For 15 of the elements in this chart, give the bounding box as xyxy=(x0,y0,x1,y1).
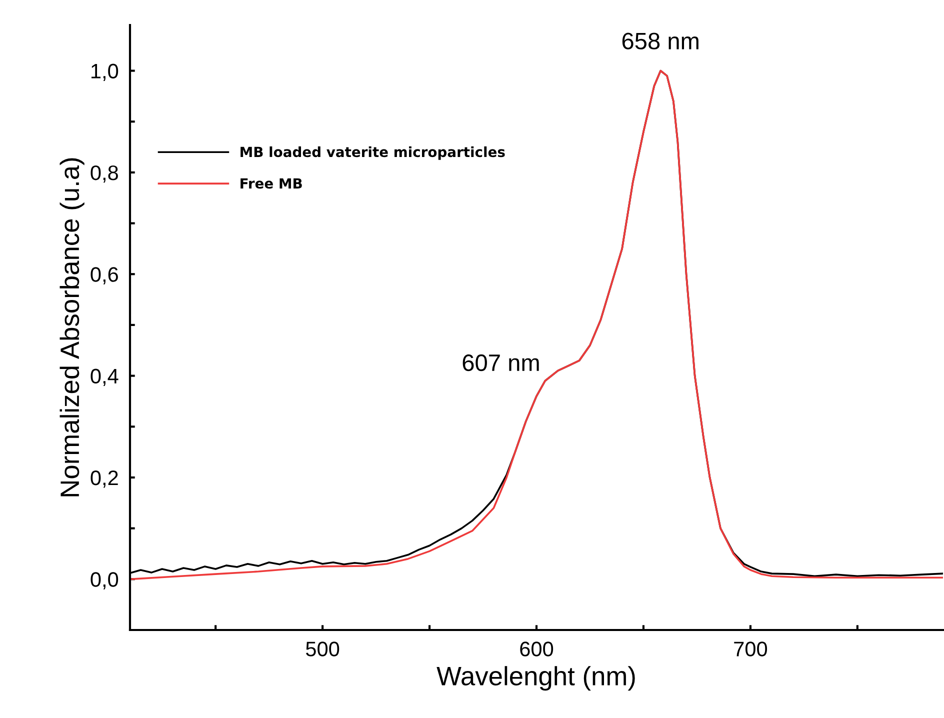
x-axis-title: Wavelenght (nm) xyxy=(436,666,635,691)
y-tick-label: 0,4 xyxy=(90,368,118,386)
annotation: 607 nm xyxy=(462,354,539,372)
y-tick-label: 0,8 xyxy=(90,165,118,183)
y-tick-label: 0,2 xyxy=(90,470,118,488)
annotation: 658 nm xyxy=(622,32,698,50)
legend-label: Free MB xyxy=(240,178,302,189)
x-tick-label: 700 xyxy=(734,642,768,656)
legend-label: MB loaded vaterite microparticles xyxy=(240,146,505,160)
x-tick-label: 600 xyxy=(520,642,554,656)
x-tick-label: 500 xyxy=(306,642,340,656)
y-tick-label: 0,6 xyxy=(90,267,118,284)
y-tick-label: 0,0 xyxy=(90,572,118,590)
y-axis-title: Normalized Absorbance (u.a) xyxy=(60,158,84,496)
y-tick-label: 1,0 xyxy=(92,64,118,81)
